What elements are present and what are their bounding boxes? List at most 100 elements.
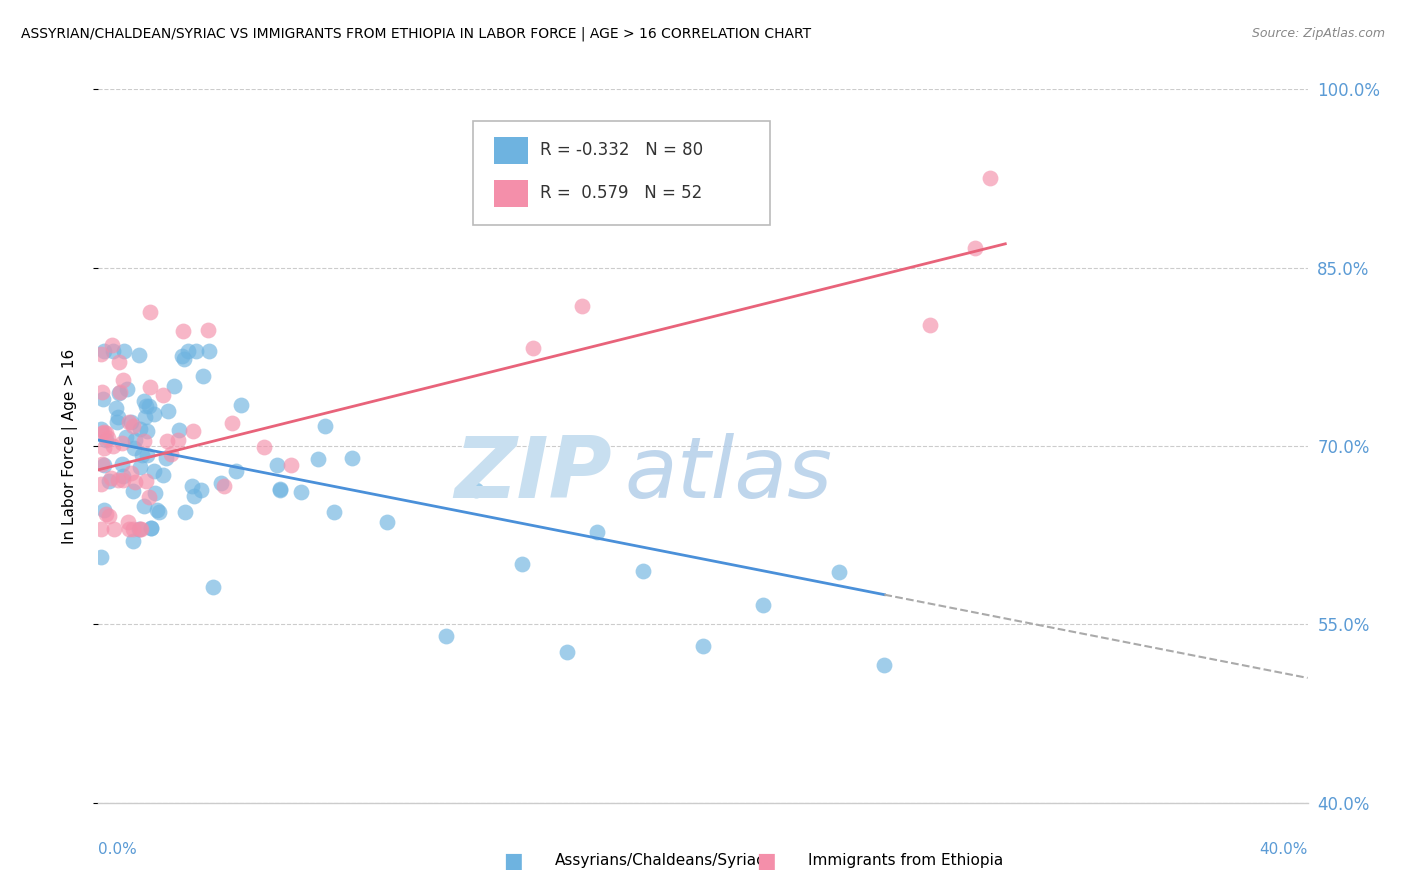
Point: [107, 409, 129, 424]
Point: [135, 399, 157, 413]
Point: [120, 466, 142, 480]
Point: [184, 343, 207, 358]
Point: [152, 468, 174, 483]
Point: [160, 447, 183, 461]
Point: [93, 503, 115, 517]
Point: [152, 387, 174, 401]
Point: [148, 505, 170, 519]
Point: [90, 385, 112, 400]
Point: [93, 425, 115, 440]
Point: [103, 522, 125, 536]
Point: [136, 448, 159, 462]
Point: [108, 385, 131, 400]
Point: [124, 475, 146, 489]
Point: [128, 348, 150, 362]
Point: [229, 398, 252, 412]
Point: [100, 471, 122, 485]
Point: [139, 379, 162, 393]
Point: [124, 433, 146, 447]
Point: [103, 439, 125, 453]
Point: [212, 478, 235, 492]
Point: [752, 598, 775, 612]
Text: 40.0%: 40.0%: [1260, 842, 1308, 857]
Point: [146, 502, 169, 516]
Point: [586, 525, 609, 540]
Point: [91, 425, 114, 440]
Point: [134, 434, 156, 449]
Point: [828, 565, 851, 579]
Point: [111, 435, 134, 450]
Point: [163, 379, 186, 393]
Point: [290, 485, 312, 500]
Point: [180, 479, 202, 493]
Point: [108, 355, 131, 369]
Point: [510, 557, 533, 571]
Point: [104, 401, 127, 415]
Text: Immigrants from Ethiopia: Immigrants from Ethiopia: [808, 854, 1004, 868]
Point: [434, 629, 457, 643]
Point: [115, 430, 138, 444]
Point: [139, 520, 162, 534]
Text: atlas: atlas: [624, 433, 832, 516]
Point: [156, 404, 179, 418]
Text: R = -0.332   N = 80: R = -0.332 N = 80: [540, 141, 703, 159]
Point: [138, 304, 160, 318]
Point: [117, 515, 139, 529]
Point: [201, 580, 224, 594]
Point: [111, 468, 134, 483]
Point: [253, 440, 276, 454]
Point: [340, 450, 363, 465]
Point: [105, 415, 128, 429]
Point: [307, 452, 329, 467]
Point: [128, 522, 150, 536]
Point: [631, 564, 654, 578]
Point: [90, 476, 112, 491]
Point: [91, 392, 114, 407]
Point: [132, 499, 155, 513]
Point: [91, 457, 114, 471]
Point: [174, 506, 197, 520]
Point: [98, 474, 121, 488]
Point: [100, 337, 122, 351]
Point: [269, 482, 291, 496]
Text: ■: ■: [756, 851, 776, 871]
Point: [522, 341, 544, 355]
Point: [138, 490, 160, 504]
Point: [197, 323, 219, 337]
Y-axis label: In Labor Force | Age > 16: In Labor Force | Age > 16: [62, 349, 77, 543]
Point: [322, 505, 344, 519]
Point: [107, 473, 129, 487]
Text: ASSYRIAN/CHALDEAN/SYRIAC VS IMMIGRANTS FROM ETHIOPIA IN LABOR FORCE | AGE > 16 C: ASSYRIAN/CHALDEAN/SYRIAC VS IMMIGRANTS F…: [21, 27, 811, 41]
Point: [873, 658, 896, 673]
Point: [170, 350, 193, 364]
Point: [155, 451, 177, 466]
Point: [143, 486, 166, 500]
Point: [107, 386, 129, 401]
Point: [90, 347, 112, 361]
Point: [183, 489, 205, 503]
Point: [143, 464, 166, 478]
Point: [465, 483, 488, 497]
Point: [692, 640, 714, 654]
Point: [156, 434, 179, 449]
Text: Assyrians/Chaldeans/Syriacs: Assyrians/Chaldeans/Syriacs: [555, 854, 773, 868]
Point: [135, 424, 157, 438]
Point: [173, 351, 195, 366]
Point: [103, 343, 125, 358]
Point: [139, 521, 162, 535]
Point: [280, 458, 302, 473]
Point: [314, 419, 336, 434]
Text: R =  0.579   N = 52: R = 0.579 N = 52: [540, 184, 702, 202]
Point: [571, 299, 593, 313]
Point: [120, 415, 142, 429]
Point: [138, 399, 160, 413]
Point: [122, 534, 145, 549]
Point: [122, 418, 145, 433]
Point: [93, 441, 115, 455]
Point: [965, 242, 987, 256]
Point: [90, 522, 112, 536]
Point: [128, 460, 150, 475]
Point: [169, 423, 191, 437]
Point: [90, 422, 112, 436]
FancyBboxPatch shape: [494, 137, 527, 164]
